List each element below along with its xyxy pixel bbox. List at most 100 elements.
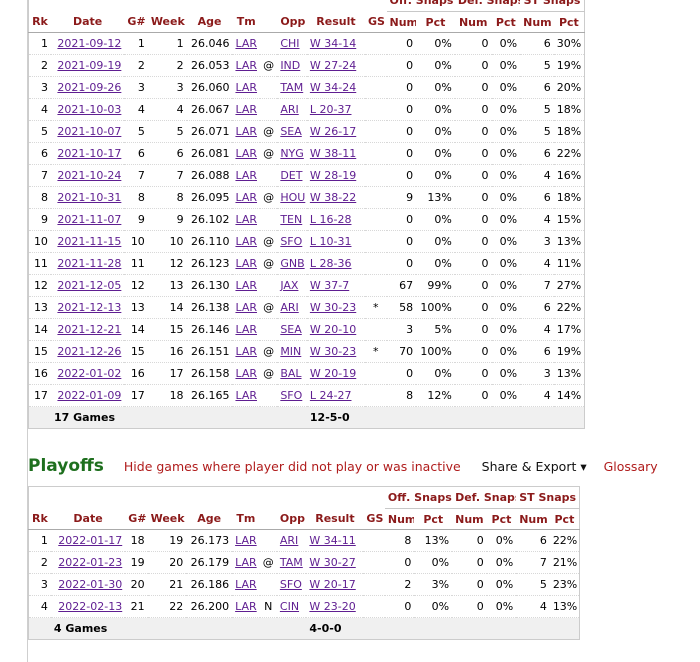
opponent-link[interactable]: ARI: [280, 103, 299, 116]
date-link[interactable]: 2022-01-30: [58, 578, 123, 591]
result-link[interactable]: L 28-36: [309, 257, 352, 270]
result-link[interactable]: W 28-19: [309, 169, 357, 182]
team-link[interactable]: LAR: [235, 257, 258, 270]
result-link[interactable]: L 16-28: [309, 213, 352, 226]
team-link[interactable]: LAR: [235, 213, 258, 226]
col-header-result[interactable]: Result: [306, 11, 366, 33]
col-header-st-snaps-num[interactable]: Num: [516, 508, 550, 530]
opponent-link[interactable]: GNB: [280, 257, 305, 270]
date-link[interactable]: 2021-11-07: [57, 213, 122, 226]
opponent-link[interactable]: SFO: [280, 389, 303, 402]
opponent-link[interactable]: SFO: [279, 578, 302, 591]
team-link[interactable]: LAR: [235, 367, 258, 380]
team-link[interactable]: LAR: [235, 578, 257, 591]
col-header-off-snaps-pct[interactable]: Pct: [416, 11, 455, 33]
col-header-week[interactable]: Week: [147, 508, 187, 530]
opponent-link[interactable]: TEN: [280, 213, 303, 226]
col-header-age[interactable]: Age: [186, 508, 233, 530]
col-header-date[interactable]: Date: [50, 11, 125, 33]
result-link[interactable]: L 10-31: [309, 235, 352, 248]
opponent-link[interactable]: ARI: [279, 534, 299, 547]
opponent-link[interactable]: NYG: [280, 147, 304, 160]
team-link[interactable]: LAR: [235, 534, 257, 547]
opponent-link[interactable]: SEA: [280, 125, 302, 138]
result-link[interactable]: W 34-24: [309, 81, 357, 94]
col-header-date[interactable]: Date: [50, 508, 126, 530]
opponent-link[interactable]: TAM: [279, 556, 303, 569]
team-link[interactable]: LAR: [235, 103, 258, 116]
opponent-link[interactable]: JAX: [280, 279, 299, 292]
date-link[interactable]: 2022-01-02: [57, 367, 122, 380]
col-header-team[interactable]: Tm: [232, 508, 260, 530]
col-header-week[interactable]: Week: [147, 11, 187, 33]
opponent-link[interactable]: HOU: [280, 191, 306, 204]
date-link[interactable]: 2022-01-23: [58, 556, 123, 569]
col-header-location[interactable]: [259, 508, 277, 530]
col-header-rank[interactable]: Rk: [28, 508, 51, 530]
date-link[interactable]: 2021-12-21: [57, 323, 122, 336]
col-header-games-started[interactable]: GS: [363, 508, 385, 530]
team-link[interactable]: LAR: [235, 556, 257, 569]
col-header-opponent[interactable]: Opp: [277, 11, 307, 33]
col-header-team[interactable]: Tm: [232, 11, 260, 33]
date-link[interactable]: 2021-11-15: [57, 235, 122, 248]
date-link[interactable]: 2021-10-31: [57, 191, 122, 204]
date-link[interactable]: 2021-09-26: [57, 81, 122, 94]
opponent-link[interactable]: DET: [280, 169, 303, 182]
opponent-link[interactable]: ARI: [280, 301, 299, 314]
result-link[interactable]: W 27-24: [309, 59, 357, 72]
date-link[interactable]: 2021-10-24: [57, 169, 122, 182]
opponent-link[interactable]: TAM: [280, 81, 304, 94]
result-link[interactable]: W 26-17: [309, 125, 357, 138]
col-header-st-snaps-pct[interactable]: Pct: [549, 508, 580, 530]
hide-games-link[interactable]: Hide games where player did not play or …: [123, 459, 461, 474]
date-link[interactable]: 2022-01-17: [58, 534, 123, 547]
result-link[interactable]: W 34-11: [309, 534, 356, 547]
date-link[interactable]: 2021-12-26: [57, 345, 122, 358]
date-link[interactable]: 2021-09-12: [57, 37, 122, 50]
team-link[interactable]: LAR: [235, 235, 258, 248]
team-link[interactable]: LAR: [235, 600, 257, 613]
opponent-link[interactable]: MIN: [280, 345, 302, 358]
date-link[interactable]: 2022-02-13: [58, 600, 123, 613]
date-link[interactable]: 2022-01-09: [57, 389, 122, 402]
result-link[interactable]: W 23-20: [309, 600, 356, 613]
glossary-link[interactable]: Glossary: [603, 459, 658, 474]
col-header-opponent[interactable]: Opp: [276, 508, 307, 530]
opponent-link[interactable]: BAL: [280, 367, 302, 380]
date-link[interactable]: 2021-12-05: [57, 279, 122, 292]
opponent-link[interactable]: IND: [280, 59, 301, 72]
result-link[interactable]: W 20-19: [309, 367, 357, 380]
col-header-off-snaps-num[interactable]: Num: [384, 508, 415, 530]
result-link[interactable]: W 34-14: [309, 37, 357, 50]
share-export-menu[interactable]: Share & Export ▾: [481, 459, 587, 474]
result-link[interactable]: W 37-7: [309, 279, 350, 292]
result-link[interactable]: L 24-27: [309, 389, 352, 402]
result-link[interactable]: W 38-11: [309, 147, 357, 160]
result-link[interactable]: W 30-23: [309, 345, 357, 358]
col-header-def-snaps-pct[interactable]: Pct: [491, 11, 521, 33]
team-link[interactable]: LAR: [235, 147, 258, 160]
date-link[interactable]: 2021-11-28: [57, 257, 122, 270]
team-link[interactable]: LAR: [235, 169, 258, 182]
date-link[interactable]: 2021-12-13: [57, 301, 122, 314]
result-link[interactable]: W 30-23: [309, 301, 357, 314]
col-header-def-snaps-pct[interactable]: Pct: [486, 508, 517, 530]
col-header-def-snaps-num[interactable]: Num: [452, 508, 487, 530]
opponent-link[interactable]: CHI: [280, 37, 300, 50]
col-header-off-snaps-num[interactable]: Num: [386, 11, 417, 33]
team-link[interactable]: LAR: [235, 323, 258, 336]
team-link[interactable]: LAR: [235, 37, 258, 50]
col-header-def-snaps-num[interactable]: Num: [454, 11, 492, 33]
col-header-age[interactable]: Age: [186, 11, 233, 33]
team-link[interactable]: LAR: [235, 345, 258, 358]
opponent-link[interactable]: CIN: [279, 600, 300, 613]
opponent-link[interactable]: SEA: [280, 323, 302, 336]
team-link[interactable]: LAR: [235, 301, 258, 314]
date-link[interactable]: 2021-10-07: [57, 125, 122, 138]
team-link[interactable]: LAR: [235, 191, 258, 204]
col-header-rank[interactable]: Rk: [28, 11, 51, 33]
result-link[interactable]: W 30-27: [309, 556, 356, 569]
col-header-st-snaps-pct[interactable]: Pct: [553, 11, 585, 33]
result-link[interactable]: W 20-17: [309, 578, 356, 591]
